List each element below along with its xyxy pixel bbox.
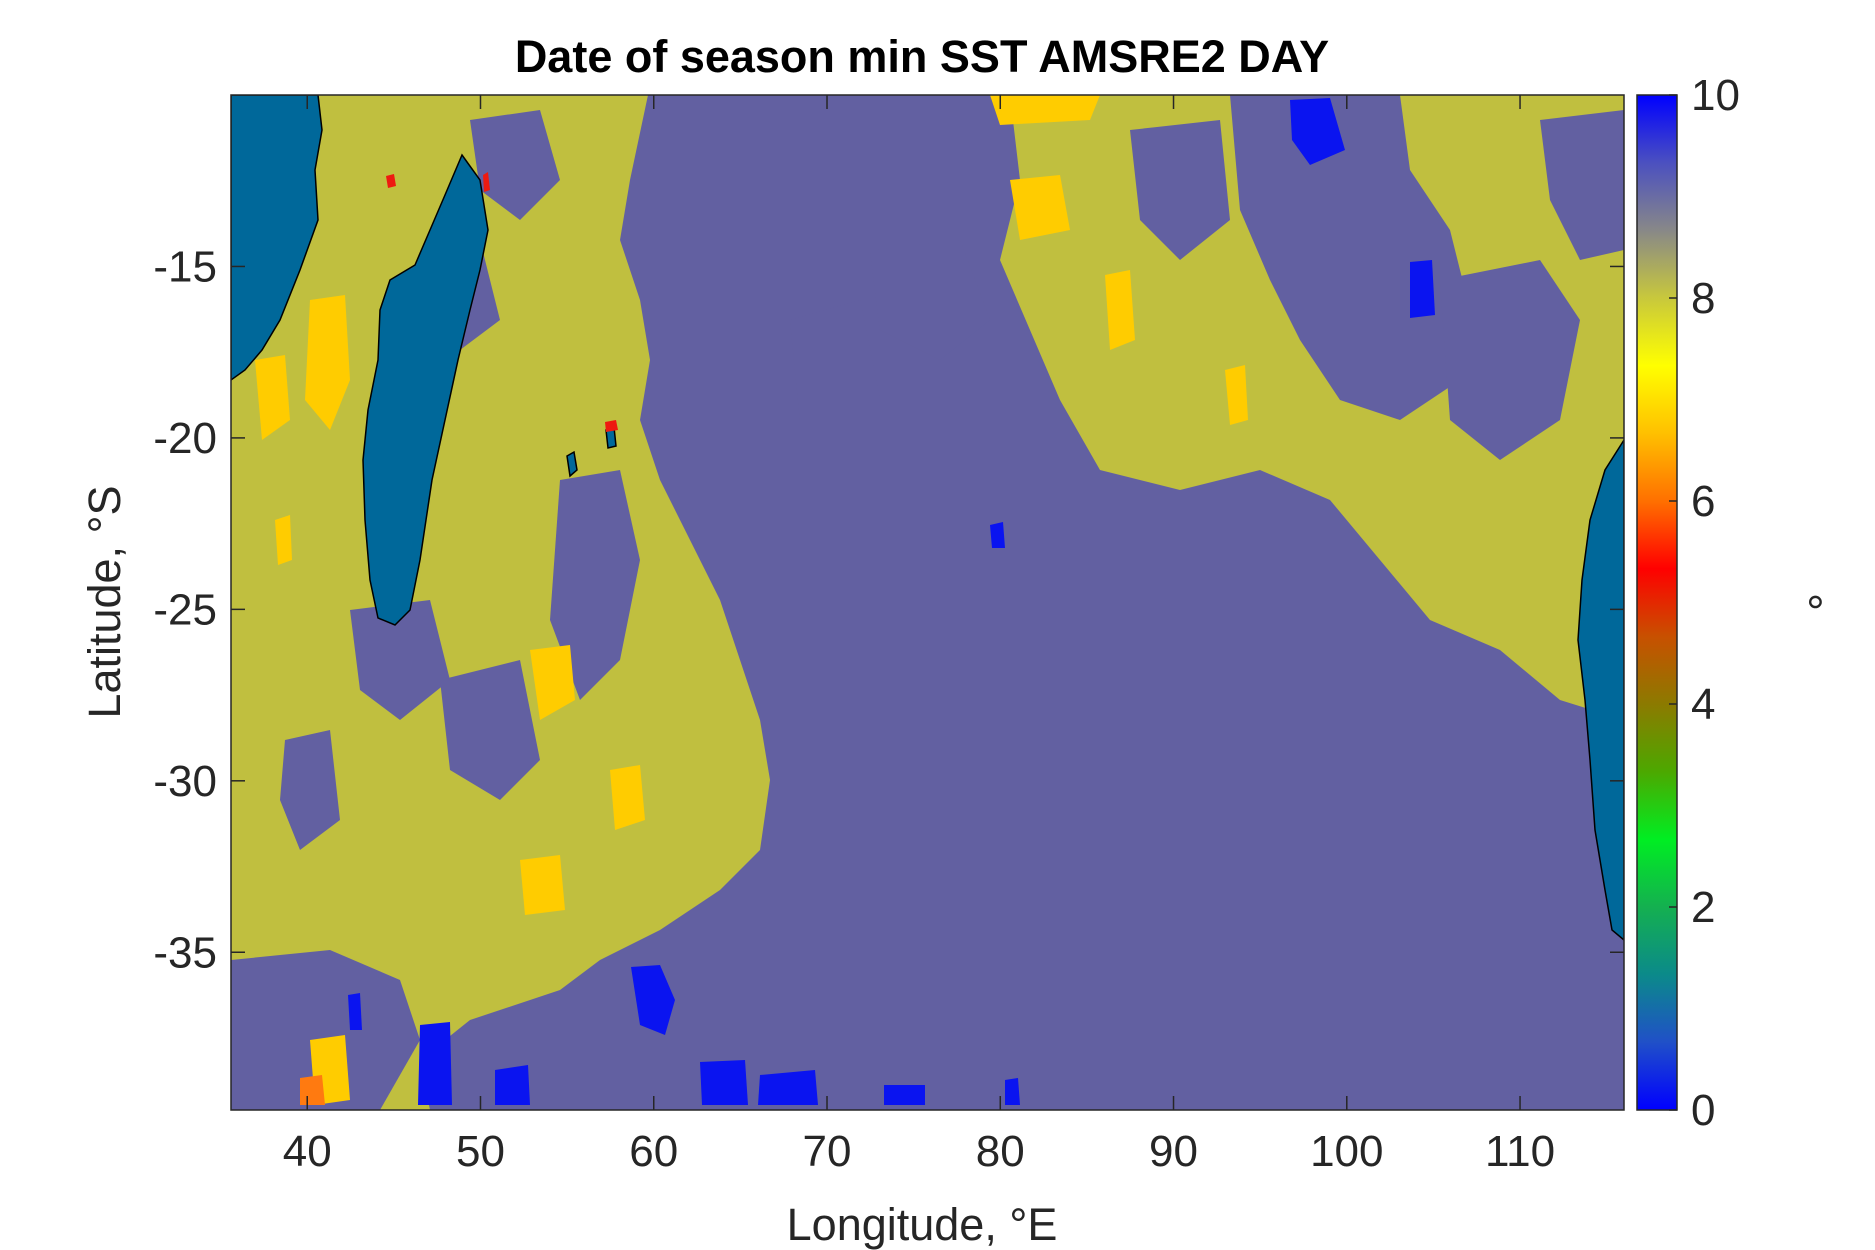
- australia-coast: [1577, 438, 1624, 941]
- colorbar: [1636, 94, 1678, 1111]
- x-axis: 40 50 60 70 80 90 100 110: [283, 95, 1555, 1176]
- land: [231, 95, 1624, 941]
- y-tick-label: -15: [153, 242, 217, 291]
- x-tick-label: 90: [1149, 1127, 1198, 1176]
- colorbar-tick-label: 2: [1691, 883, 1715, 932]
- mauritius-island: [566, 450, 578, 478]
- x-tick-label: 40: [283, 1127, 332, 1176]
- heatmap-area: [231, 95, 1624, 1110]
- x-tick-label: 100: [1310, 1127, 1383, 1176]
- x-tick-label: 110: [1485, 1127, 1555, 1176]
- africa-mainland: [231, 95, 323, 381]
- colorbar-tick-label: 8: [1691, 274, 1715, 323]
- colorbar-tick-label: 10: [1691, 71, 1740, 120]
- region-value-5: [386, 172, 618, 432]
- x-tick-label: 60: [629, 1127, 678, 1176]
- colorbar-tick-label: 4: [1691, 680, 1715, 729]
- chart-title: Date of season min SST AMSRE2 DAY: [515, 31, 1329, 82]
- y-tick-label: -30: [153, 757, 217, 806]
- madagascar: [362, 153, 489, 626]
- y-tick-label: -35: [153, 928, 217, 977]
- colorbar-label: °: [1780, 593, 1831, 611]
- plot-frame: [230, 94, 1625, 1111]
- y-tick-label: -20: [153, 414, 217, 463]
- y-axis-label: Latitude, °S: [79, 485, 130, 718]
- region-value-6: [300, 1075, 325, 1105]
- colorbar-tick-label: 0: [1691, 1086, 1715, 1135]
- y-tick-label: -25: [153, 585, 217, 634]
- y-axis: -15 -20 -25 -30 -35: [153, 242, 1624, 977]
- colorbar-tick-label: 6: [1691, 477, 1715, 526]
- x-tick-label: 50: [456, 1127, 505, 1176]
- region-value-10: [348, 98, 1435, 1105]
- x-tick-label: 80: [976, 1127, 1025, 1176]
- x-tick-label: 70: [803, 1127, 852, 1176]
- colorbar-ticks: 0 2 4 6 8 10: [1669, 71, 1740, 1135]
- region-value-7: [255, 95, 1248, 1105]
- x-axis-label: Longitude, °E: [787, 1199, 1058, 1250]
